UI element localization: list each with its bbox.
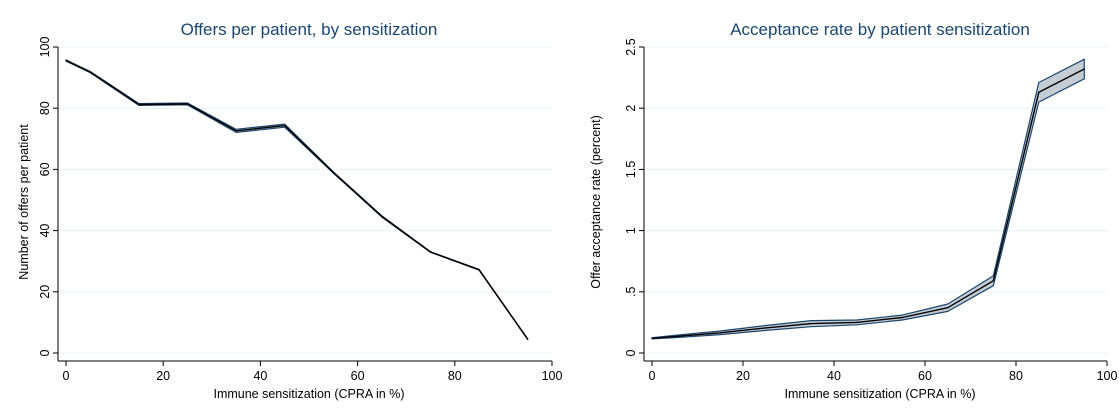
data-point-0 bbox=[65, 59, 67, 62]
data-point-9 bbox=[1038, 91, 1040, 93]
data-point-0 bbox=[651, 337, 653, 339]
y-tick-label-4: 2 bbox=[624, 105, 638, 112]
x-tick-label-3: 60 bbox=[351, 369, 365, 383]
data-point-1 bbox=[674, 335, 676, 338]
data-point-9 bbox=[478, 269, 480, 271]
x-tick-label-2: 40 bbox=[827, 369, 841, 383]
x-tick-label-4: 80 bbox=[448, 369, 462, 383]
y-tick-label-1: 20 bbox=[38, 285, 52, 299]
x-tick-label-2: 40 bbox=[253, 369, 267, 383]
data-point-8 bbox=[992, 280, 994, 282]
series-line-0 bbox=[65, 59, 529, 340]
y-tick-label-2: 40 bbox=[38, 224, 52, 238]
x-tick-label-3: 60 bbox=[918, 369, 932, 383]
data-point-2 bbox=[138, 103, 140, 106]
data-point-3 bbox=[765, 327, 767, 329]
data-point-1 bbox=[89, 71, 91, 73]
data-point-5 bbox=[284, 125, 286, 127]
y-tick-label-1: .5 bbox=[624, 287, 638, 297]
chart-title: Offers per patient, by sensitization bbox=[181, 20, 438, 39]
y-tick-label-5: 2.5 bbox=[624, 38, 638, 55]
chart-acceptance-rate: 0 .5 1 1.5 2 2.5 0 20 40 60 80 100 Acceptance rate … bbox=[589, 20, 1117, 401]
y-tick-label-2: 1 bbox=[624, 227, 638, 234]
data-point-5 bbox=[856, 321, 858, 323]
data-point-6 bbox=[332, 171, 334, 174]
data-point-10 bbox=[527, 338, 529, 340]
data-point-4 bbox=[235, 130, 237, 132]
x-tick-label-1: 20 bbox=[156, 369, 170, 383]
data-point-10 bbox=[1083, 68, 1085, 70]
y-tick-label-3: 1.5 bbox=[624, 161, 638, 178]
data-point-6 bbox=[901, 316, 903, 319]
x-tick-label-5: 100 bbox=[1097, 369, 1118, 383]
data-point-2 bbox=[719, 332, 721, 334]
data-point-7 bbox=[947, 307, 949, 309]
series-line-0 bbox=[651, 68, 1085, 339]
y-tick-label-4: 80 bbox=[38, 101, 52, 115]
x-tick-label-1: 20 bbox=[736, 369, 750, 383]
data-point-8 bbox=[429, 251, 432, 253]
y-tick-label-3: 60 bbox=[38, 162, 52, 176]
x-tick-label-0: 0 bbox=[649, 369, 656, 383]
confidence-band-0 bbox=[651, 58, 1085, 340]
chart-offers-per-patient: 0 20 40 60 80 100 0 20 40 60 80 100 Offers per pati… bbox=[17, 20, 562, 401]
y-tick-label-0: 0 bbox=[624, 349, 638, 356]
x-tick-label-0: 0 bbox=[63, 369, 70, 383]
y-tick-label-5: 100 bbox=[38, 37, 52, 58]
y-axis-label: Number of offers per patient bbox=[17, 124, 31, 280]
data-point-7 bbox=[381, 215, 383, 218]
x-axis-label: Immune sensitization (CPRA in %) bbox=[784, 387, 975, 401]
chart-title: Acceptance rate by patient sensitization bbox=[730, 20, 1030, 39]
data-point-3 bbox=[186, 103, 189, 105]
x-tick-label-4: 80 bbox=[1009, 369, 1023, 383]
y-axis-label: Offer acceptance rate (percent) bbox=[589, 115, 603, 288]
x-axis-label: Immune sensitization (CPRA in %) bbox=[213, 387, 404, 401]
x-tick-label-5: 100 bbox=[542, 369, 563, 383]
y-tick-label-0: 0 bbox=[38, 349, 52, 356]
data-point-4 bbox=[810, 323, 812, 325]
